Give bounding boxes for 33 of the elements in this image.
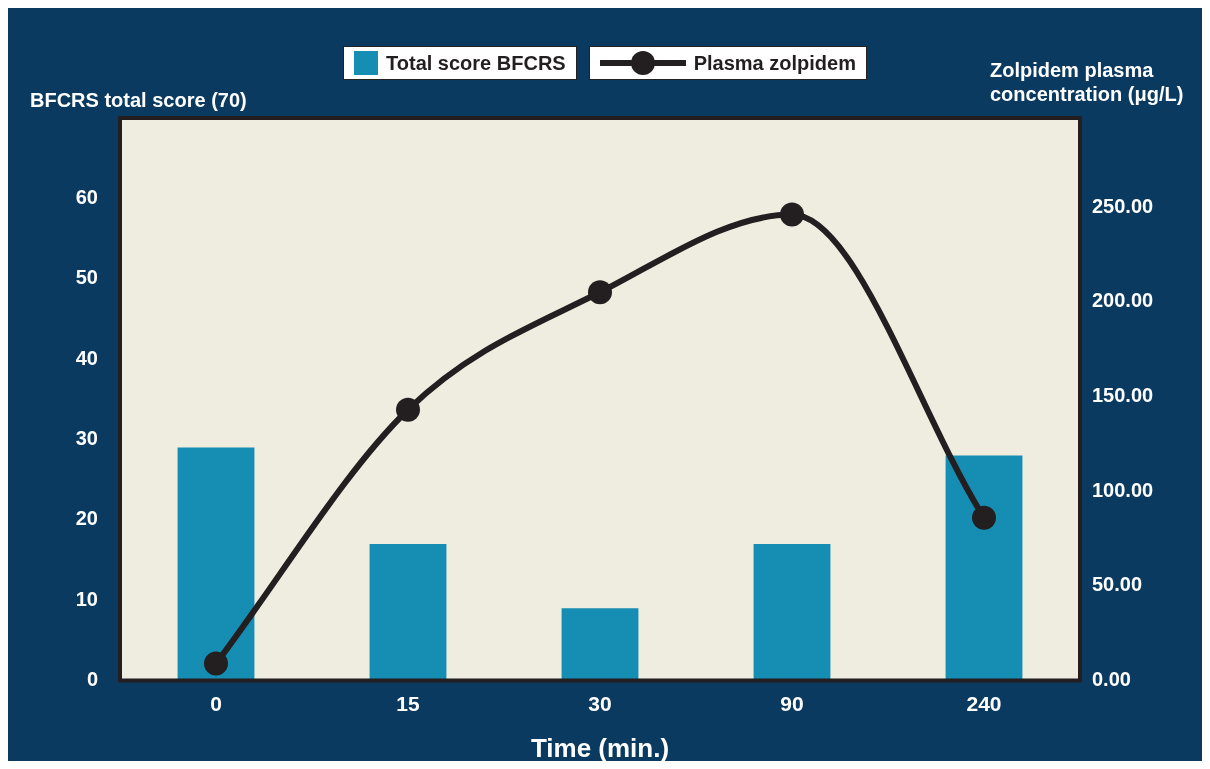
bar — [945, 455, 1023, 681]
x-tick-label: 15 — [396, 692, 420, 715]
y2-tick-label: 50.00 — [1092, 573, 1143, 596]
y2-tick-label: 0.00 — [1092, 668, 1131, 691]
y-tick-label: 0 — [86, 668, 98, 691]
bar — [753, 543, 831, 681]
y2-tick-label: 100.00 — [1092, 478, 1154, 501]
bar — [561, 608, 639, 681]
y-axis-title: BFCRS total score (70) — [30, 88, 247, 112]
point — [972, 505, 996, 530]
legend-label: Total score BFCRS — [386, 51, 566, 75]
y2-tick-label: 150.00 — [1092, 383, 1154, 406]
x-tick-label: 0 — [210, 692, 222, 715]
x-axis-title: Time (min.) — [530, 732, 670, 763]
x-tick-label: 90 — [780, 692, 804, 715]
x-tick-label: 240 — [966, 692, 1002, 715]
point — [396, 397, 420, 422]
point — [780, 202, 804, 227]
y-tick-label: 20 — [75, 507, 98, 530]
y-tick-label: 10 — [75, 587, 98, 610]
bar — [369, 543, 447, 681]
y-tick-label: 40 — [75, 346, 98, 369]
bar — [177, 447, 255, 681]
point — [588, 280, 612, 305]
y-tick-label: 30 — [75, 427, 98, 449]
x-tick-label: 30 — [588, 692, 612, 715]
y2-tick-label: 250.00 — [1092, 194, 1154, 217]
legend-label: Plasma zolpidem — [693, 51, 856, 75]
point — [204, 651, 228, 676]
y-tick-label: 50 — [75, 266, 98, 289]
y-tick-label: 60 — [75, 185, 98, 208]
y2-axis-title: Zolpidem plasma concentration (μg/L) — [990, 58, 1185, 106]
y2-tick-label: 200.00 — [1092, 289, 1154, 312]
